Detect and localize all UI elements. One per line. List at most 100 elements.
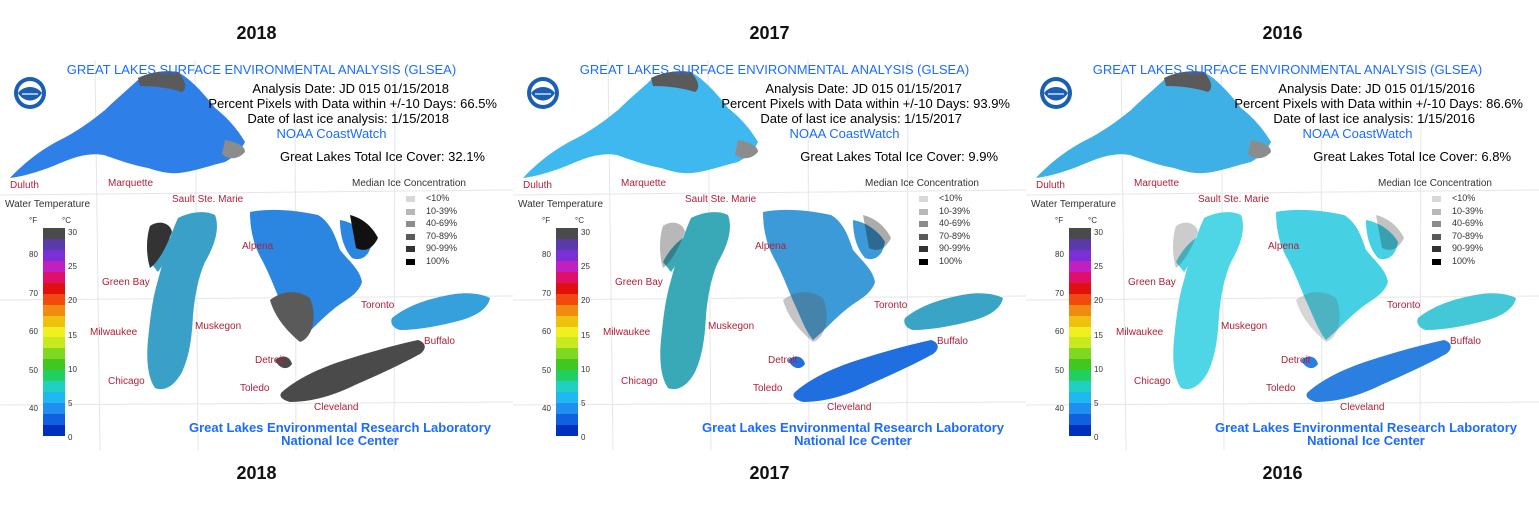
- temp-f-tick: 60: [542, 327, 551, 336]
- color-scale-band: [556, 315, 578, 328]
- percent-pixels: Percent Pixels with Data within +/-10 Da…: [1234, 96, 1523, 111]
- ice-overlay: [1164, 71, 1271, 159]
- great-lakes-map: [513, 59, 1026, 451]
- city-milwaukee: Milwaukee: [1116, 327, 1164, 338]
- ice-legend-swatch: [406, 221, 415, 227]
- green-bay: [150, 235, 175, 272]
- year-label-top: 2018: [236, 23, 277, 43]
- ice-legend-item: 90-99%: [406, 243, 496, 255]
- temp-f-tick: 70: [1055, 288, 1064, 298]
- city-sault-ste-marie: Sault Ste. Marie: [1198, 194, 1270, 205]
- ice-legend-label: 100%: [426, 255, 450, 266]
- temp-f-tick: 80: [1055, 250, 1064, 259]
- footer-glerl: Great Lakes Environmental Research Labor…: [1214, 420, 1517, 435]
- color-scale-band: [1069, 293, 1091, 306]
- water-temp-title: Water Temperature: [5, 199, 91, 210]
- ice-legend-label: 10-39%: [1452, 205, 1484, 216]
- ice-legend-item: 40-69%: [919, 218, 1009, 230]
- temp-f-tick: 60: [1055, 327, 1064, 336]
- footer-nic: National Ice Center: [794, 433, 912, 448]
- color-scale-band: [556, 249, 578, 262]
- temp-c-tick: 25: [1094, 262, 1103, 272]
- year-label-bottom: 2016: [1262, 463, 1303, 483]
- ice-legend-label: <10%: [1452, 193, 1476, 203]
- map-panel-1: 2018: [0, 0, 513, 510]
- ice-legend-item: 70-89%: [1432, 231, 1522, 243]
- temp-f-tick: 70: [29, 288, 38, 298]
- ice-legend-swatch: [919, 208, 928, 215]
- ice-legend-swatch: [1432, 258, 1441, 265]
- color-scale-band: [1069, 249, 1091, 262]
- analysis-title: GREAT LAKES SURFACE ENVIRONMENTAL ANALYS…: [66, 62, 457, 77]
- color-scale-band: [43, 370, 65, 382]
- lake-ontario: [391, 293, 490, 330]
- last-ice-analysis: Date of last ice analysis: 1/15/2016: [1273, 111, 1475, 126]
- georgian-bay: [853, 220, 885, 260]
- coastwatch-label: NOAA CoastWatch: [789, 126, 900, 141]
- ice-legend-title: Median Ice Concentration: [865, 178, 979, 189]
- color-scale-band: [556, 381, 578, 393]
- temp-c-tick: 0: [68, 433, 73, 443]
- ice-legend-swatch: [919, 246, 928, 252]
- ice-legend-swatch: [919, 258, 928, 265]
- color-scale-band: [556, 337, 578, 349]
- ice-overlay: [138, 71, 245, 159]
- temp-f-tick: 40: [1055, 404, 1064, 413]
- city-cleveland: Cleveland: [827, 402, 872, 413]
- color-scale-band: [43, 381, 65, 393]
- lake-st-clair: [275, 356, 292, 369]
- ice-legend-label: 10-39%: [939, 205, 971, 216]
- lake-superior: [1036, 71, 1271, 178]
- year-label-bottom: 2018: [236, 463, 277, 483]
- coastwatch-label: NOAA CoastWatch: [276, 126, 387, 141]
- ice-legend-item: 40-69%: [406, 218, 496, 230]
- ice-legend-item: 70-89%: [406, 231, 496, 243]
- city-sault-ste-marie: Sault Ste. Marie: [172, 194, 244, 205]
- color-scale-band: [556, 425, 578, 437]
- color-scale-band: [43, 282, 65, 295]
- color-scale-band: [1069, 337, 1091, 349]
- temp-f-tick: 70: [542, 288, 551, 298]
- temp-f-tick: 50: [29, 365, 38, 375]
- footer-nic: National Ice Center: [1307, 433, 1425, 448]
- color-scale-band: [556, 370, 578, 382]
- ice-legend-swatch: [406, 246, 415, 252]
- city-muskegon: Muskegon: [1221, 321, 1268, 332]
- lake-ontario: [1417, 293, 1516, 330]
- temp-c-tick: 25: [68, 262, 77, 272]
- city-duluth: Duluth: [523, 180, 552, 191]
- ice-legend-swatch: [1432, 233, 1441, 240]
- footer-glerl: Great Lakes Environmental Research Labor…: [701, 420, 1004, 435]
- ice-overlay: [651, 71, 758, 159]
- city-alpena: Alpena: [1268, 241, 1300, 252]
- lake-erie: [280, 340, 425, 402]
- ice-legend-label: 70-89%: [1452, 230, 1484, 241]
- color-scale-band: [43, 348, 65, 360]
- year-label-top: 2017: [749, 23, 790, 43]
- temp-c-tick: 30: [68, 228, 77, 237]
- unit-c-label: °C: [62, 216, 71, 225]
- temp-c-tick: 0: [1094, 433, 1099, 443]
- color-scale-band: [1069, 304, 1091, 317]
- temp-c-tick: 30: [1094, 228, 1103, 237]
- color-scale-band: [1069, 370, 1091, 382]
- color-scale-band: [556, 282, 578, 295]
- last-ice-analysis: Date of last ice analysis: 1/15/2018: [247, 111, 449, 126]
- temp-c-tick: 20: [68, 296, 77, 306]
- lake-huron: [1276, 209, 1388, 340]
- ice-legend-swatch: [1432, 246, 1441, 252]
- temp-c-tick: 15: [68, 330, 77, 340]
- unit-c-label: °C: [1088, 216, 1097, 225]
- temp-c-tick: 20: [1094, 296, 1103, 306]
- temp-c-tick: 15: [1094, 330, 1103, 340]
- temp-c-tick: 10: [68, 364, 77, 374]
- color-scale-band: [43, 249, 65, 262]
- ice-legend-item: 100%: [406, 256, 496, 268]
- color-scale-band: [1069, 403, 1091, 415]
- ice-legend-label: 40-69%: [939, 218, 971, 228]
- color-scale-band: [556, 228, 578, 240]
- city-marquette: Marquette: [621, 178, 667, 189]
- total-ice-cover: Great Lakes Total Ice Cover: 9.9%: [800, 149, 998, 164]
- temp-f-tick: 80: [542, 250, 551, 259]
- color-scale-band: [1069, 326, 1091, 338]
